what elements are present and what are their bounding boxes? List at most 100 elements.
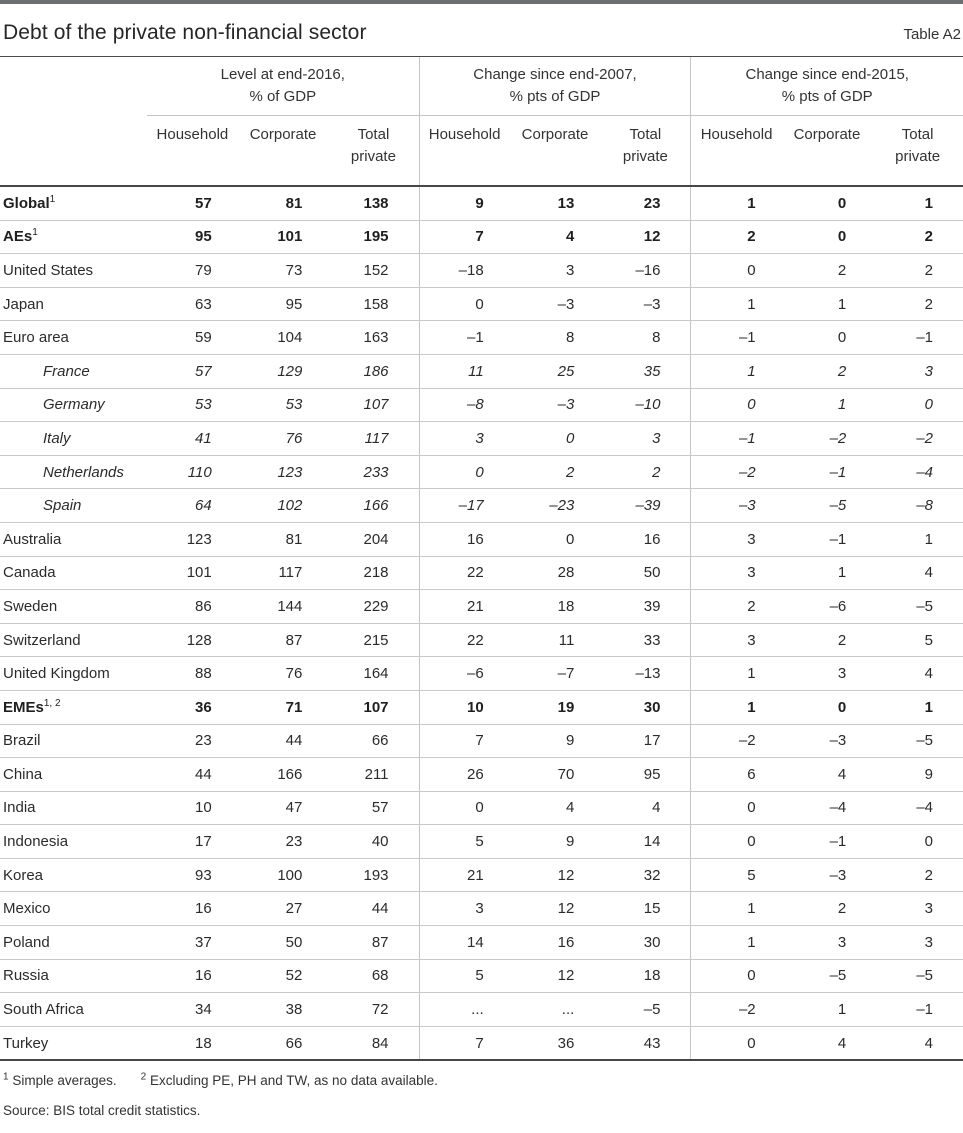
cell-value: 129 [237,354,329,389]
cell-value: 73 [237,253,329,288]
cell-value: 4 [872,556,963,591]
table-row: Australia 123 81 204 16 0 16 3 –1 1 [0,522,963,557]
cell-value: –3 [509,388,601,423]
cell-value: 3 [418,421,510,456]
cell-value: –3 [600,287,691,322]
table-row: Italy 41 76 117 3 0 3 –1 –2 –2 [0,421,963,456]
source-line: Source: BIS total credit statistics. [3,1103,201,1119]
cell-value: 25 [509,354,601,389]
table-row: Brazil 23 44 66 7 9 17 –2 –3 –5 [0,724,963,759]
cell-value: –2 [690,724,782,759]
table-number-label: Table A2 [903,26,961,43]
footnote-1-marker: 1 [3,1071,9,1083]
table-row: Switzerland 128 87 215 22 11 33 3 2 5 [0,623,963,658]
cell-value: 4 [872,656,963,691]
cell-value: 79 [147,253,238,288]
cell-value: 8 [600,320,691,355]
cell-value: 2 [781,354,873,389]
cell-value: –2 [690,455,782,490]
cell-value: 5 [872,623,963,658]
cell-value: 0 [690,253,782,288]
cell-value: 93 [147,858,238,893]
cell-value: 53 [147,388,238,423]
cell-value: –4 [781,791,873,826]
cell-value: 3 [600,421,691,456]
cell-value: 100 [237,858,329,893]
cell-value: –13 [600,656,691,691]
cell-value: 47 [237,791,329,826]
cell-value: 1 [872,186,963,221]
cell-value: ... [418,992,510,1027]
cell-value: 66 [328,724,420,759]
cell-value: 6 [690,757,782,792]
cell-value: 1 [690,287,782,322]
group-header-row: Level at end-2016, % of GDP Change since … [0,57,963,116]
page-title: Debt of the private non-financial sector [3,21,367,44]
cell-value: 0 [418,791,510,826]
cell-value: 1 [872,522,963,557]
cell-value: 76 [237,421,329,456]
column-header: Corporate [237,115,329,187]
cell-value: –17 [418,488,510,523]
cell-value: 2 [872,220,963,255]
row-label-superscript: 1 [49,193,56,205]
cell-value: 63 [147,287,238,322]
cell-value: 0 [781,186,873,221]
cell-value: 229 [328,589,420,624]
cell-value: 2 [690,220,782,255]
column-header: Corporate [781,115,873,187]
table-row: Netherlands 110 123 233 0 2 2 –2 –1 –4 [0,455,963,490]
cell-value: 16 [418,522,510,557]
cell-value: 44 [328,891,420,927]
table-body: Global1 57 81 138 9 13 23 1 0 1 AEs1 95 101 195 7 4 12 2 0… [0,186,963,1062]
cell-value: 39 [600,589,691,624]
column-group-header: Change since end-2007, % pts of GDP [418,57,691,116]
row-label: Japan [0,287,148,322]
cell-value: 87 [328,925,420,960]
cell-value: 138 [328,186,420,221]
cell-value: 70 [509,757,601,792]
row-label: Euro area [0,320,148,355]
cell-value: 21 [418,858,510,893]
cell-value: 9 [872,757,963,792]
cell-value: 41 [147,421,238,456]
cell-value: 33 [600,623,691,658]
cell-value: 0 [418,455,510,490]
cell-value: –5 [872,959,963,994]
cell-value: 0 [509,522,601,557]
cell-value: 13 [509,186,601,221]
cell-value: 128 [147,623,238,658]
cell-value: 0 [690,959,782,994]
cell-value: 0 [781,320,873,355]
cell-value: 14 [600,824,691,859]
cell-value: 3 [781,656,873,691]
cell-value: 4 [600,791,691,826]
row-label: Sweden [0,589,148,624]
cell-value: 17 [147,824,238,859]
cell-value: 18 [600,959,691,994]
cell-value: 204 [328,522,420,557]
cell-value: 23 [600,186,691,221]
table-row: Mexico 16 27 44 3 12 15 1 2 3 [0,891,963,927]
row-label-superscript: 1 [32,227,38,239]
cell-value: 27 [237,891,329,927]
row-label: Switzerland [0,623,148,658]
cell-value: 18 [147,1026,238,1062]
cell-value: –5 [872,724,963,759]
footnote-line: 1 Simple averages. 2 Excluding PE, PH and… [3,1071,960,1088]
cell-value: 81 [237,186,329,221]
table-row: Euro area 59 104 163 –1 8 8 –1 0 –1 [0,320,963,355]
cell-value: 32 [600,858,691,893]
cell-value: –5 [872,589,963,624]
cell-value: 57 [328,791,420,826]
table-row: India 10 47 57 0 4 4 0 –4 –4 [0,791,963,826]
cell-value: 37 [147,925,238,960]
cell-value: 3 [690,556,782,591]
cell-value: 21 [418,589,510,624]
cell-value: –8 [418,388,510,423]
cell-value: –3 [781,858,873,893]
cell-value: 3 [781,925,873,960]
footnote-2-marker: 2 [140,1071,147,1083]
cell-value: 52 [237,959,329,994]
cell-value: 57 [147,354,238,389]
